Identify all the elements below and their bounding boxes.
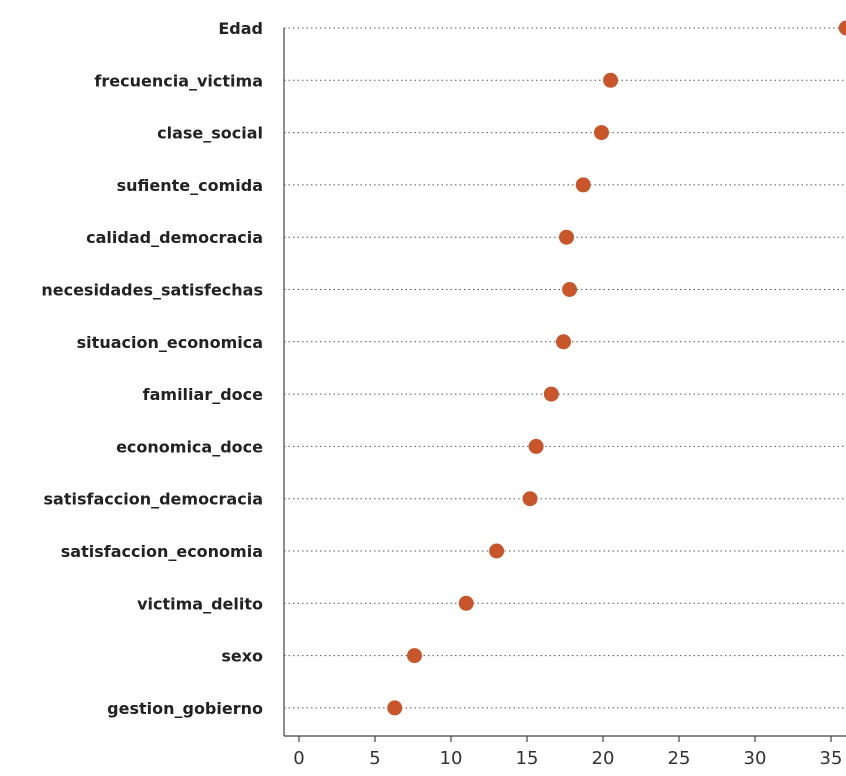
data-point — [575, 177, 591, 193]
category-label: victima_delito — [137, 594, 263, 613]
data-point — [543, 386, 559, 402]
data-point — [838, 20, 846, 36]
category-label: economica_doce — [116, 437, 263, 456]
data-points — [387, 20, 846, 716]
data-point — [528, 438, 544, 454]
category-label: familiar_doce — [143, 385, 264, 404]
data-point — [555, 334, 571, 350]
data-point — [603, 72, 619, 88]
category-labels: Edad frecuencia_victima clase_socialsufien… — [41, 19, 263, 718]
data-point — [593, 125, 609, 141]
data-point — [458, 595, 474, 611]
category-label: satisfaccion_economia — [61, 542, 263, 561]
category-label: sexo — [221, 647, 263, 666]
axis-layer — [283, 28, 846, 737]
category-label: satisfaccion_democracia — [44, 490, 263, 509]
category-label: clase_social — [157, 124, 263, 143]
data-point — [559, 229, 575, 245]
category-label: calidad_democracia — [86, 228, 263, 247]
x-tick-label: 35 — [820, 748, 843, 769]
category-label: Edad — [218, 19, 263, 38]
category-label: frecuencia_victima — [94, 71, 263, 90]
x-tick-label: 20 — [592, 748, 615, 769]
x-tick-label: 5 — [369, 748, 380, 769]
category-label: sufiente_comida — [117, 176, 263, 195]
data-point — [387, 700, 403, 716]
x-tick-label: 0 — [293, 748, 304, 769]
category-label: necesidades_satisfechas — [41, 281, 263, 300]
grid-layer — [284, 27, 846, 709]
x-axis-ticks: 0 5 10 15 20 25 30 35 — [293, 736, 842, 769]
data-point — [562, 282, 578, 297]
data-point — [407, 648, 423, 664]
x-tick-label: 25 — [668, 748, 691, 769]
category-label: situacion_economica — [77, 333, 263, 352]
category-label: gestion_gobierno — [107, 699, 263, 718]
x-tick-label: 15 — [516, 748, 539, 769]
data-point — [522, 491, 538, 507]
x-tick-label: 10 — [440, 748, 463, 769]
x-tick-label: 30 — [744, 748, 767, 769]
data-point — [489, 543, 505, 559]
